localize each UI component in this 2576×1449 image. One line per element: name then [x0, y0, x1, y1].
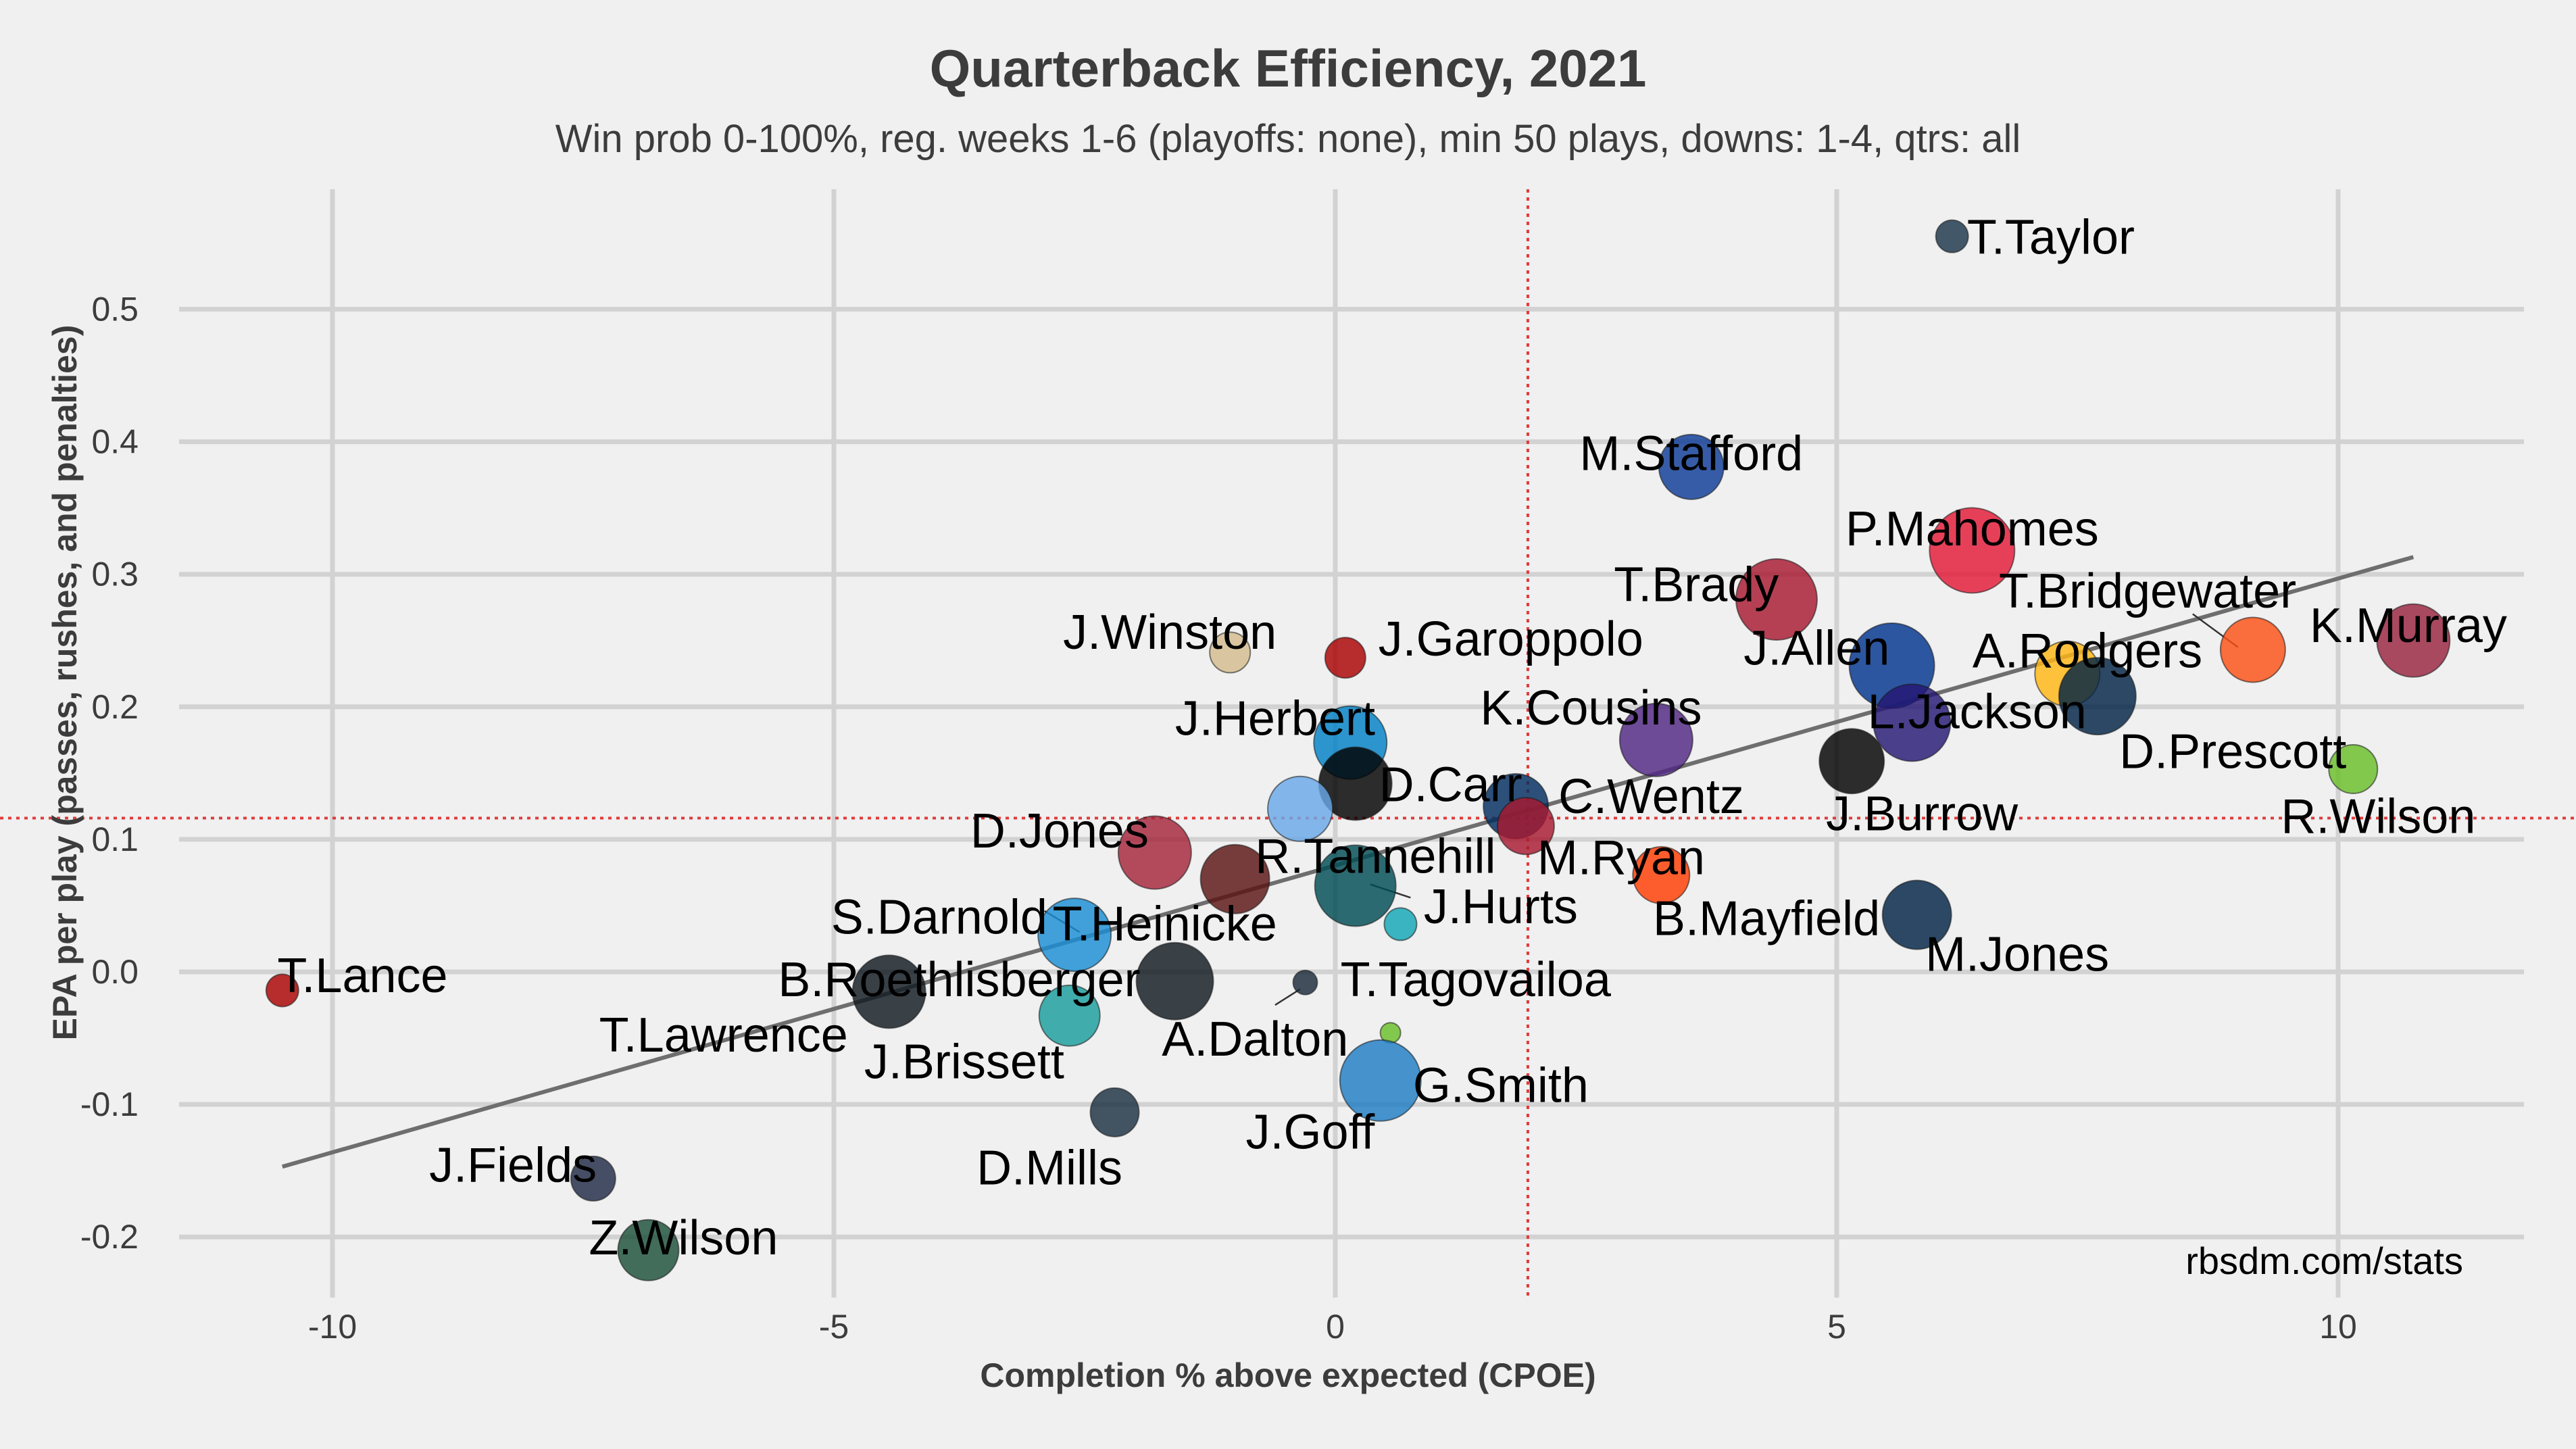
label-d-carr: D.Carr	[1379, 758, 1522, 812]
point-b-roethlisberger	[1135, 941, 1214, 1021]
point-p-mahomes	[1929, 507, 2016, 594]
label-j-winston: J.Winston	[1063, 606, 1277, 660]
y-tick-label: 0.3	[91, 556, 139, 593]
label-r-tannehill: R.Tannehill	[1255, 829, 1495, 883]
reference-lines	[0, 189, 2576, 1298]
point-d-mills	[1089, 1087, 1140, 1137]
x-tick-label: -5	[819, 1308, 849, 1346]
y-axis-title: EPA per play (passes, rushes, and penalt…	[46, 325, 84, 1041]
point-player	[1267, 775, 1334, 842]
point-r-tannehill	[1199, 843, 1270, 914]
label-k-cousins: K.Cousins	[1480, 681, 1702, 735]
label-j-burrow: J.Burrow	[1826, 787, 2018, 841]
point-j-hurts	[1314, 844, 1397, 927]
chart-subtitle: Win prob 0-100%, reg. weeks 1-6 (playoff…	[555, 117, 2021, 161]
point-m-jones	[1881, 879, 1952, 950]
label-d-prescott: D.Prescott	[2119, 725, 2346, 779]
label-m-ryan: M.Ryan	[1537, 831, 1705, 885]
label-t-lance: T.Lance	[277, 949, 447, 1003]
label-j-fields: J.Fields	[429, 1138, 597, 1192]
leader-line	[1274, 988, 1301, 1006]
x-axis-title: Completion % above expected (CPOE)	[980, 1356, 1595, 1394]
label-a-dalton: A.Dalton	[1162, 1012, 1348, 1066]
label-m-jones: M.Jones	[1925, 928, 2109, 982]
label-j-brissett: J.Brissett	[864, 1035, 1064, 1089]
point-t-heinicke	[1037, 898, 1112, 973]
label-b-roethlisberger: B.Roethlisberger	[778, 953, 1140, 1007]
point-player	[1383, 907, 1418, 941]
label-g-smith: G.Smith	[1413, 1059, 1589, 1113]
y-tick-label: 0.2	[91, 688, 139, 726]
label-t-heinicke: T.Heinicke	[1053, 897, 1277, 951]
label-t-tagovailoa: T.Tagovailoa	[1341, 953, 1612, 1007]
point-d-jones	[1117, 815, 1192, 890]
x-tick-label: 5	[1827, 1308, 1846, 1346]
label-a-rodgers: A.Rodgers	[1973, 624, 2202, 678]
label-d-mills: D.Mills	[976, 1141, 1122, 1195]
label-t-brady: T.Brady	[1614, 558, 1779, 612]
y-tick-label: 0.0	[91, 953, 139, 991]
point-t-lawrence	[1038, 984, 1101, 1047]
point-k-murray	[2376, 603, 2451, 678]
point-j-winston	[1209, 631, 1252, 674]
label-j-herbert: J.Herbert	[1175, 691, 1375, 745]
label-j-garoppolo: J.Garoppolo	[1379, 612, 1643, 666]
x-tick-label: 10	[2319, 1308, 2357, 1346]
x-tick-label: -10	[308, 1308, 357, 1346]
label-t-taylor: T.Taylor	[1967, 211, 2135, 265]
point-j-garoppolo	[1324, 637, 1366, 679]
point-l-jackson	[1873, 683, 1952, 762]
y-tick-label: -0.2	[80, 1218, 139, 1256]
point-t-taylor	[1935, 219, 1969, 253]
point-t-tagovailoa	[1292, 969, 1318, 996]
point-m-stafford	[1658, 433, 1725, 500]
point-j-fields	[570, 1155, 616, 1202]
point-j-burrow	[1818, 728, 1885, 795]
point-t-lance	[265, 973, 299, 1008]
label-c-wentz: C.Wentz	[1558, 770, 1744, 824]
point-z-wilson	[617, 1219, 680, 1281]
data-points	[265, 219, 2451, 1281]
label-k-murray: K.Murray	[2310, 599, 2507, 653]
point-labels: T.Taylor M.Stafford P.Mahomes T.Brady J.Alle…	[277, 211, 2506, 1266]
chart-caption: rbsdm.com/stats	[2185, 1239, 2463, 1282]
chart-title: Quarterback Efficiency, 2021	[930, 39, 1647, 98]
x-tick-label: 0	[1326, 1308, 1345, 1346]
label-t-lawrence: T.Lawrence	[599, 1008, 848, 1062]
y-tick-label: 0.1	[91, 820, 139, 858]
label-m-stafford: M.Stafford	[1579, 426, 1803, 481]
point-k-cousins	[1618, 702, 1693, 777]
label-p-mahomes: P.Mahomes	[1846, 502, 2099, 556]
label-z-wilson: Z.Wilson	[589, 1211, 778, 1265]
y-tick-label: 0.5	[91, 291, 139, 328]
point-m-ryan	[1496, 797, 1555, 856]
y-tick-label: -0.1	[80, 1085, 139, 1123]
y-tick-label: 0.4	[91, 423, 139, 461]
label-j-goff: J.Goff	[1246, 1105, 1376, 1159]
label-r-wilson: R.Wilson	[2281, 790, 2475, 844]
point-g-smith	[1339, 1039, 1422, 1122]
tick-labels: -10 -5 0 5 10 0.5 0.4 0.3 0.2 0.1 0.0 -0.1 -0.2	[80, 291, 2357, 1346]
label-s-darnold: S.Darnold	[831, 891, 1047, 945]
point-t-brady	[1735, 558, 1818, 641]
point-s-darnold	[851, 954, 926, 1029]
point-t-bridgewater	[2219, 616, 2286, 683]
label-b-mayfield: B.Mayfield	[1653, 892, 1880, 946]
label-t-bridgewater: T.Bridgewater	[1999, 564, 2296, 618]
label-l-jackson: L.Jackson	[1868, 685, 2087, 739]
point-b-mayfield	[1632, 845, 1691, 904]
label-j-hurts: J.Hurts	[1424, 880, 1578, 934]
label-j-allen: J.Allen	[1743, 622, 1889, 676]
point-r-wilson	[2328, 743, 2379, 794]
label-d-jones: D.Jones	[970, 804, 1149, 858]
point-d-prescott	[2058, 657, 2137, 736]
